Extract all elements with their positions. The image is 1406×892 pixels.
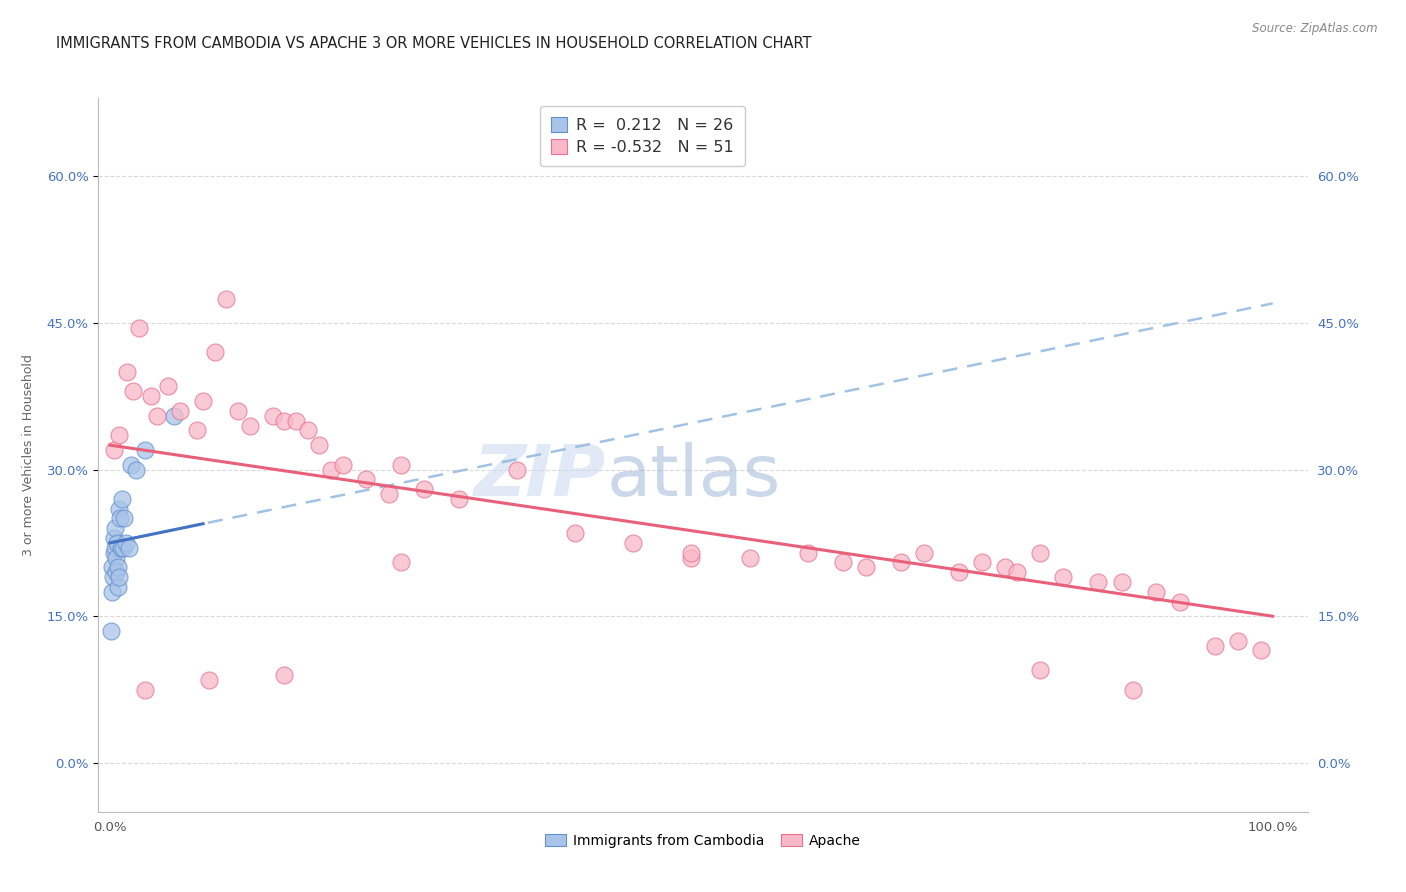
Point (198, 673, 221, 687)
Point (101, 560, 124, 574)
Point (681, 546, 703, 560)
Point (1204, 639, 1226, 653)
Point (105, 566, 128, 580)
Point (1052, 570, 1074, 584)
Point (107, 580, 129, 594)
Point (139, 389, 162, 403)
Point (104, 550, 127, 565)
Point (107, 570, 129, 584)
Point (413, 482, 436, 496)
Point (994, 560, 1017, 574)
Point (215, 292, 238, 306)
Point (308, 438, 330, 452)
Point (738, 550, 761, 565)
Point (111, 491, 134, 506)
Text: atlas: atlas (606, 442, 780, 511)
Point (128, 321, 150, 335)
Point (855, 560, 877, 574)
Point (681, 550, 703, 565)
Point (134, 443, 156, 458)
Point (564, 526, 586, 541)
Point (118, 541, 141, 555)
Point (134, 682, 156, 697)
Point (239, 418, 262, 433)
Point (100, 624, 122, 638)
Point (297, 424, 319, 438)
Point (970, 556, 993, 570)
Point (378, 487, 401, 501)
Point (285, 414, 308, 428)
Point (120, 458, 142, 472)
Point (101, 570, 124, 584)
Point (107, 560, 129, 574)
Point (447, 491, 470, 506)
Point (115, 536, 138, 550)
Point (273, 414, 295, 428)
Point (122, 384, 145, 399)
Legend: Immigrants from Cambodia, Apache: Immigrants from Cambodia, Apache (538, 827, 868, 855)
Point (145, 409, 167, 423)
Point (506, 462, 529, 476)
Point (124, 462, 146, 476)
Point (103, 546, 125, 560)
Point (1005, 566, 1028, 580)
Point (101, 584, 124, 599)
Point (108, 501, 131, 516)
Text: ZIP: ZIP (474, 442, 606, 511)
Point (1111, 574, 1133, 589)
Point (104, 521, 127, 535)
Point (110, 541, 132, 555)
Point (1168, 594, 1191, 608)
Point (169, 404, 191, 418)
Point (104, 541, 127, 555)
Point (186, 424, 208, 438)
Point (912, 546, 935, 560)
Point (103, 531, 125, 545)
Point (108, 511, 131, 525)
Point (157, 379, 180, 393)
Point (262, 409, 284, 423)
Point (389, 458, 412, 472)
Point (332, 458, 354, 472)
Point (354, 472, 377, 486)
Point (204, 345, 226, 359)
Point (1144, 584, 1167, 599)
Point (226, 404, 249, 418)
Point (1122, 682, 1144, 697)
Text: Source: ZipAtlas.com: Source: ZipAtlas.com (1253, 22, 1378, 36)
Point (1226, 633, 1249, 648)
Point (103, 443, 125, 458)
Point (831, 556, 853, 570)
Point (111, 541, 134, 555)
Point (1250, 643, 1272, 657)
Point (191, 394, 214, 409)
Point (621, 536, 644, 550)
Point (948, 566, 970, 580)
Point (163, 409, 186, 423)
Point (319, 462, 342, 476)
Point (796, 546, 818, 560)
Point (108, 428, 131, 442)
Point (117, 365, 139, 379)
Point (1087, 574, 1109, 589)
Point (112, 511, 135, 525)
Point (105, 536, 128, 550)
Point (389, 556, 412, 570)
Point (1029, 546, 1052, 560)
Y-axis label: 3 or more Vehicles in Household: 3 or more Vehicles in Household (22, 354, 35, 556)
Point (890, 556, 912, 570)
Point (273, 668, 295, 682)
Point (1029, 663, 1052, 677)
Text: IMMIGRANTS FROM CAMBODIA VS APACHE 3 OR MORE VEHICLES IN HOUSEHOLD CORRELATION C: IMMIGRANTS FROM CAMBODIA VS APACHE 3 OR … (56, 36, 811, 51)
